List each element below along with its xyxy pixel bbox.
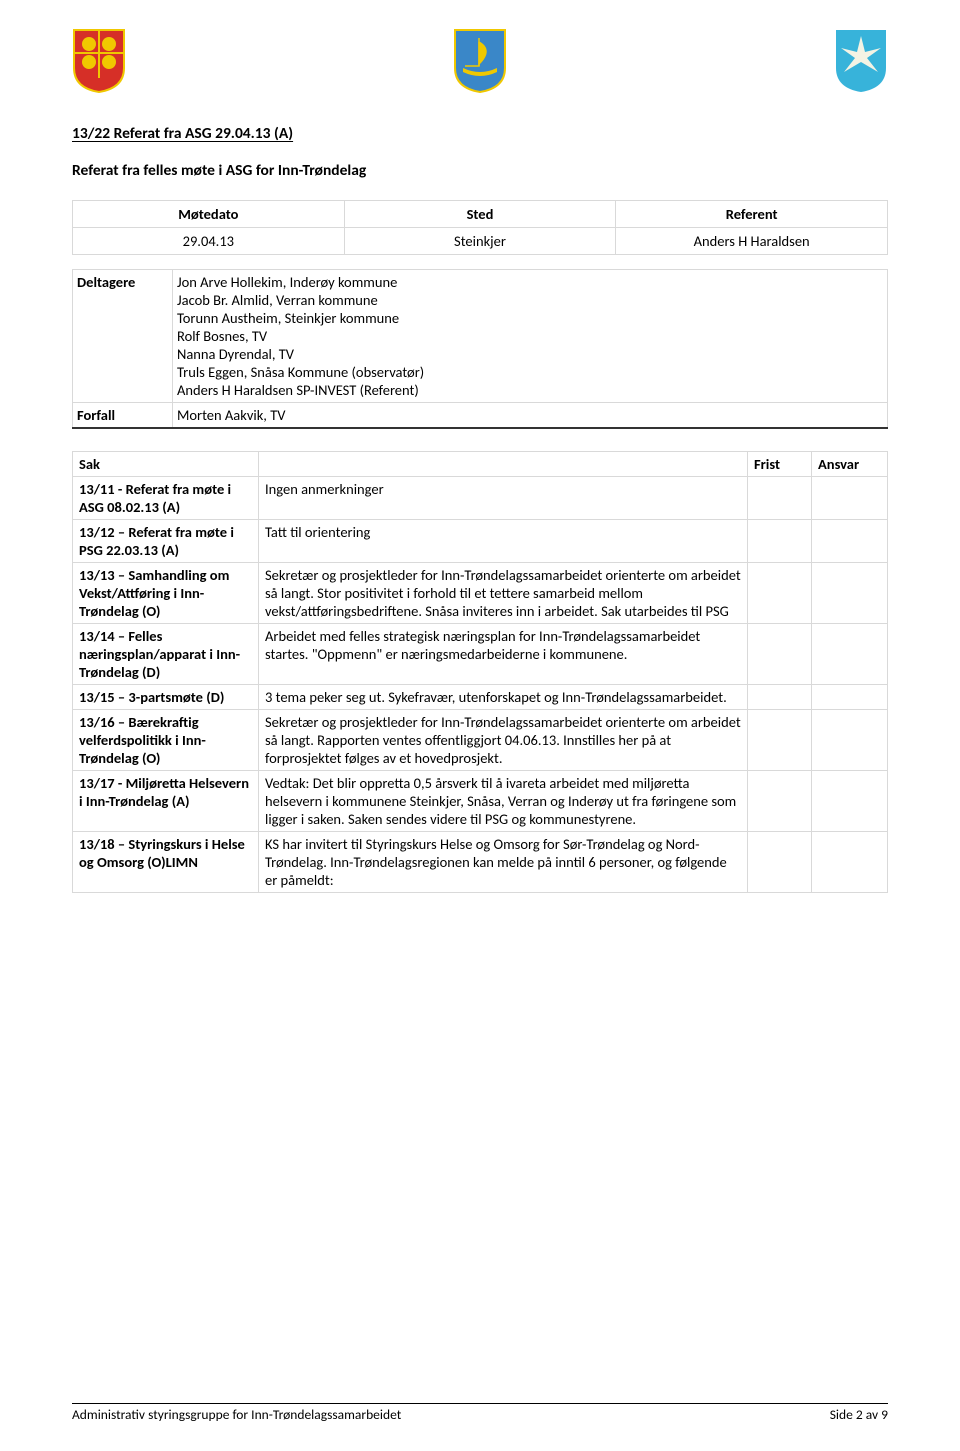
sak-cell: 13/17 - Miljøretta Helsevern i Inn-Trønd…	[73, 771, 259, 832]
desc-cell: Arbeidet med felles strategisk næringspl…	[259, 624, 748, 685]
sak-cell: 13/14 – Felles næringsplan/apparat i Inn…	[73, 624, 259, 685]
meeting-header-place: Sted	[344, 201, 616, 228]
table-row: 13/11 - Referat fra møte i ASG 08.02.13 …	[73, 477, 888, 520]
document-page: 13/22 Referat fra ASG 29.04.13 (A) Refer…	[0, 0, 960, 1451]
shield-logo-right	[834, 28, 888, 94]
footer-left: Administrativ styringsgruppe for Inn-Trø…	[72, 1406, 401, 1423]
shield-logo-left	[72, 28, 126, 94]
sak-cell: 13/11 - Referat fra møte i ASG 08.02.13 …	[73, 477, 259, 520]
desc-cell: KS har invitert til Styringskurs Helse o…	[259, 832, 748, 893]
table-row: 13/16 – Bærekraftig velferdspolitikk i I…	[73, 710, 888, 771]
participants-table: Deltagere Jon Arve Hollekim, Inderøy kom…	[72, 269, 888, 429]
table-row: 13/15 – 3-partsmøte (D)3 tema peker seg …	[73, 685, 888, 710]
frist-cell	[748, 563, 812, 624]
ansvar-cell	[812, 832, 888, 893]
sak-cell: 13/13 – Samhandling om Vekst/Attføring i…	[73, 563, 259, 624]
desc-cell: 3 tema peker seg ut. Sykefravær, utenfor…	[259, 685, 748, 710]
frist-cell	[748, 832, 812, 893]
table-row: 13/12 – Referat fra møte i PSG 22.03.13 …	[73, 520, 888, 563]
frist-cell	[748, 771, 812, 832]
sak-header-sak: Sak	[73, 452, 259, 477]
table-row: 13/13 – Samhandling om Vekst/Attføring i…	[73, 563, 888, 624]
frist-cell	[748, 520, 812, 563]
label-deltagere: Deltagere	[73, 270, 173, 403]
doc-heading-2: Referat fra felles møte i ASG for Inn-Tr…	[72, 161, 888, 180]
sak-cell: 13/16 – Bærekraftig velferdspolitikk i I…	[73, 710, 259, 771]
meeting-header-referent: Referent	[616, 201, 888, 228]
desc-cell: Vedtak: Det blir oppretta 0,5 årsverk ti…	[259, 771, 748, 832]
forfall-list: Morten Aakvik, TV	[173, 403, 888, 429]
table-row: 13/14 – Felles næringsplan/apparat i Inn…	[73, 624, 888, 685]
sak-cell: 13/18 – Styringskurs i Helse og Omsorg (…	[73, 832, 259, 893]
desc-cell: Sekretær og prosjektleder for Inn-Trønde…	[259, 710, 748, 771]
footer-right: Side 2 av 9	[830, 1406, 888, 1423]
sak-table: Sak Frist Ansvar 13/11 - Referat fra møt…	[72, 451, 888, 893]
table-row: 13/17 - Miljøretta Helsevern i Inn-Trønd…	[73, 771, 888, 832]
meeting-header-date: Møtedato	[73, 201, 345, 228]
desc-cell: Ingen anmerkninger	[259, 477, 748, 520]
ansvar-cell	[812, 520, 888, 563]
ansvar-cell	[812, 685, 888, 710]
desc-cell: Sekretær og prosjektleder for Inn-Trønde…	[259, 563, 748, 624]
table-row: 13/18 – Styringskurs i Helse og Omsorg (…	[73, 832, 888, 893]
desc-cell: Tatt til orientering	[259, 520, 748, 563]
frist-cell	[748, 710, 812, 771]
shield-logo-center	[453, 28, 507, 94]
ansvar-cell	[812, 771, 888, 832]
ansvar-cell	[812, 710, 888, 771]
frist-cell	[748, 477, 812, 520]
frist-cell	[748, 685, 812, 710]
doc-heading-1: 13/22 Referat fra ASG 29.04.13 (A)	[72, 124, 888, 143]
ansvar-cell	[812, 477, 888, 520]
meeting-info-table: Møtedato Sted Referent 29.04.13 Steinkje…	[72, 200, 888, 255]
meeting-date: 29.04.13	[73, 228, 345, 255]
logo-row	[72, 28, 888, 94]
meeting-referent: Anders H Haraldsen	[616, 228, 888, 255]
sak-header-ansvar: Ansvar	[812, 452, 888, 477]
meeting-place: Steinkjer	[344, 228, 616, 255]
sak-cell: 13/12 – Referat fra møte i PSG 22.03.13 …	[73, 520, 259, 563]
ansvar-cell	[812, 624, 888, 685]
sak-header-desc	[259, 452, 748, 477]
label-forfall: Forfall	[73, 403, 173, 429]
sak-header-frist: Frist	[748, 452, 812, 477]
ansvar-cell	[812, 563, 888, 624]
frist-cell	[748, 624, 812, 685]
deltagere-list: Jon Arve Hollekim, Inderøy kommune Jacob…	[173, 270, 888, 403]
page-footer: Administrativ styringsgruppe for Inn-Trø…	[72, 1403, 888, 1423]
sak-cell: 13/15 – 3-partsmøte (D)	[73, 685, 259, 710]
